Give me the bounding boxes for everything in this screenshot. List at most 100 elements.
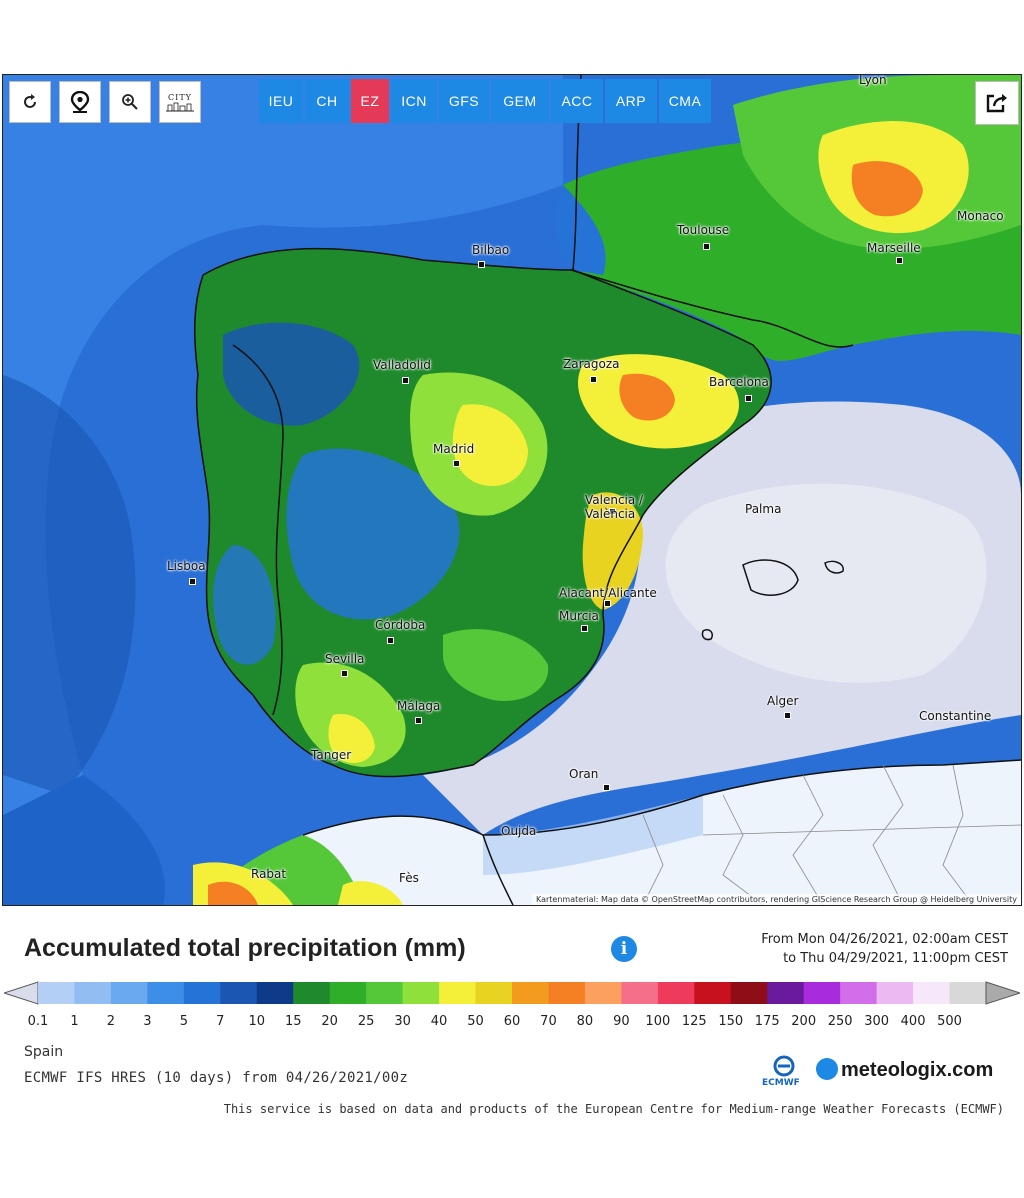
scale-tick-label: 2 [106, 1014, 116, 1029]
scale-tick-label: 0.1 [27, 1014, 49, 1029]
place-label-lisboa[interactable]: Lisboa [167, 559, 206, 573]
legend: Accumulated total precipitation (mm) i F… [0, 920, 1024, 1120]
scale-tick-label: 15 [284, 1014, 302, 1029]
share-button[interactable] [975, 81, 1019, 125]
location-button[interactable] [59, 81, 101, 123]
city-marker [581, 625, 588, 632]
brand-name: meteologix.com [841, 1059, 994, 1081]
model-run-info: ECMWF IFS HRES (10 days) from 04/26/2021… [24, 1070, 409, 1086]
place-label-bilbao[interactable]: Bilbao [472, 243, 510, 257]
scale-tick-label: 50 [467, 1014, 484, 1029]
scale-swatch [840, 982, 878, 1004]
city-marker [603, 784, 610, 791]
place-label-constantine[interactable]: Constantine [919, 709, 992, 723]
scale-swatch [293, 982, 331, 1004]
city-marker [453, 460, 460, 467]
scale-tick-label: 70 [540, 1014, 557, 1029]
scale-swatch [147, 982, 185, 1004]
city-marker [387, 637, 394, 644]
city-skyline-icon [166, 102, 194, 111]
scale-tick-label: 40 [430, 1014, 448, 1029]
scale-arrow-high [985, 981, 1020, 1005]
model-tab-ch[interactable]: CH [305, 79, 349, 123]
scale-swatch [876, 982, 914, 1004]
refresh-icon [24, 94, 36, 108]
place-label-fes[interactable]: Fès [399, 871, 419, 885]
scale-swatch [220, 982, 258, 1004]
scale-tick-label: 7 [216, 1014, 225, 1029]
place-label-rabat[interactable]: Rabat [251, 867, 287, 881]
scale-swatch [512, 982, 549, 1004]
city-marker [341, 670, 348, 677]
scale-swatch [74, 982, 112, 1004]
refresh-button[interactable] [9, 81, 51, 123]
scale-arrow-low [4, 981, 39, 1005]
scale-swatch [548, 982, 586, 1004]
scale-labels: 0.1 1 2 3 5 7 10 15 20 25 30 40 50 60 70 80 90 100 125 150 1… [0, 1014, 1024, 1032]
place-label-alicante[interactable]: Alacant/Alicante [559, 586, 657, 600]
place-label-oujda[interactable]: Oujda [501, 824, 537, 838]
model-tab-ez[interactable]: EZ [351, 79, 389, 123]
place-label-monaco[interactable]: Monaco [957, 209, 1004, 223]
model-tabs: IEU CH EZ ICN GFS GEM ACC ARP CMA [259, 79, 713, 123]
model-tab-acc[interactable]: ACC [551, 79, 603, 123]
scale-tick-label: 250 [827, 1014, 853, 1029]
city-toggle-button[interactable]: CITY [159, 81, 201, 123]
scale-swatch [730, 982, 768, 1004]
scale-tick-label: 500 [937, 1014, 962, 1029]
scale-tick-label: 80 [576, 1014, 594, 1029]
place-label-tanger[interactable]: Tanger [311, 748, 352, 762]
place-label-barcelona[interactable]: Barcelona [709, 375, 769, 389]
scale-swatch [803, 982, 841, 1004]
scale-swatch [475, 982, 513, 1004]
place-label-sevilla[interactable]: Sevilla [325, 652, 365, 666]
scale-tick-label: 200 [791, 1014, 817, 1029]
meteologix-logo[interactable]: meteologix.com [816, 1058, 993, 1082]
scale-tick-label: 30 [394, 1014, 411, 1029]
place-label-toulouse[interactable]: Toulouse [677, 223, 730, 237]
place-label-valencia[interactable]: Valencia / València [585, 493, 644, 521]
period-to: to Thu 04/29/2021, 11:00pm CEST [783, 951, 1008, 966]
model-tab-gem[interactable]: GEM [491, 79, 549, 123]
model-tab-ieu[interactable]: IEU [259, 79, 303, 123]
scale-swatch [913, 982, 951, 1004]
scale-tick-label: 20 [321, 1014, 338, 1029]
place-label-madrid[interactable]: Madrid [433, 442, 475, 456]
scale-swatch [621, 982, 659, 1004]
place-label-oran[interactable]: Oran [569, 767, 599, 781]
scale-swatch [657, 982, 695, 1004]
map-frame[interactable]: CITY IEU CH EZ ICN GFS GEM ACC ARP CMA Bilbao To… [2, 74, 1022, 906]
scale-tick-label: 90 [613, 1014, 630, 1029]
place-label-alger[interactable]: Alger [767, 694, 799, 708]
forecast-period: From Mon 04/26/2021, 02:00am CEST to Thu… [761, 930, 1008, 968]
scale-swatch [767, 982, 805, 1004]
scale-swatch [694, 982, 732, 1004]
precipitation-map[interactable] [3, 75, 1021, 905]
scale-tick-label: 100 [645, 1014, 671, 1029]
place-label-valladolid[interactable]: Valladolid [373, 358, 431, 372]
scale-tick-label: 5 [179, 1014, 188, 1029]
info-icon[interactable]: i [611, 936, 637, 962]
location-pin-icon [70, 91, 90, 113]
ecmwf-credit: This service is based on data and produc… [223, 1102, 1004, 1116]
ecmwf-logo-icon[interactable] [758, 1054, 810, 1094]
place-label-lyon[interactable]: Lyon [859, 74, 887, 87]
model-tab-cma[interactable]: CMA [659, 79, 711, 123]
ecmwf-label: ECMWF [762, 1078, 800, 1088]
city-marker [478, 261, 485, 268]
place-label-palma[interactable]: Palma [745, 502, 782, 516]
place-label-malaga[interactable]: Málaga [397, 699, 441, 713]
model-tab-gfs[interactable]: GFS [439, 79, 489, 123]
borders [194, 75, 1021, 905]
scale-swatch [38, 982, 75, 1004]
place-label-cordoba[interactable]: Córdoba [375, 618, 426, 632]
place-label-marseille[interactable]: Marseille [867, 241, 921, 255]
model-tab-icn[interactable]: ICN [391, 79, 437, 123]
map-attribution[interactable]: Kartenmaterial: Map data © OpenStreetMap… [531, 894, 1021, 905]
scale-tick-label: 3 [143, 1014, 152, 1029]
share-icon [986, 94, 1007, 113]
place-label-zaragoza[interactable]: Zaragoza [563, 357, 620, 371]
zoom-button[interactable] [109, 81, 151, 123]
place-label-murcia[interactable]: Murcia [559, 609, 599, 623]
model-tab-arp[interactable]: ARP [605, 79, 657, 123]
